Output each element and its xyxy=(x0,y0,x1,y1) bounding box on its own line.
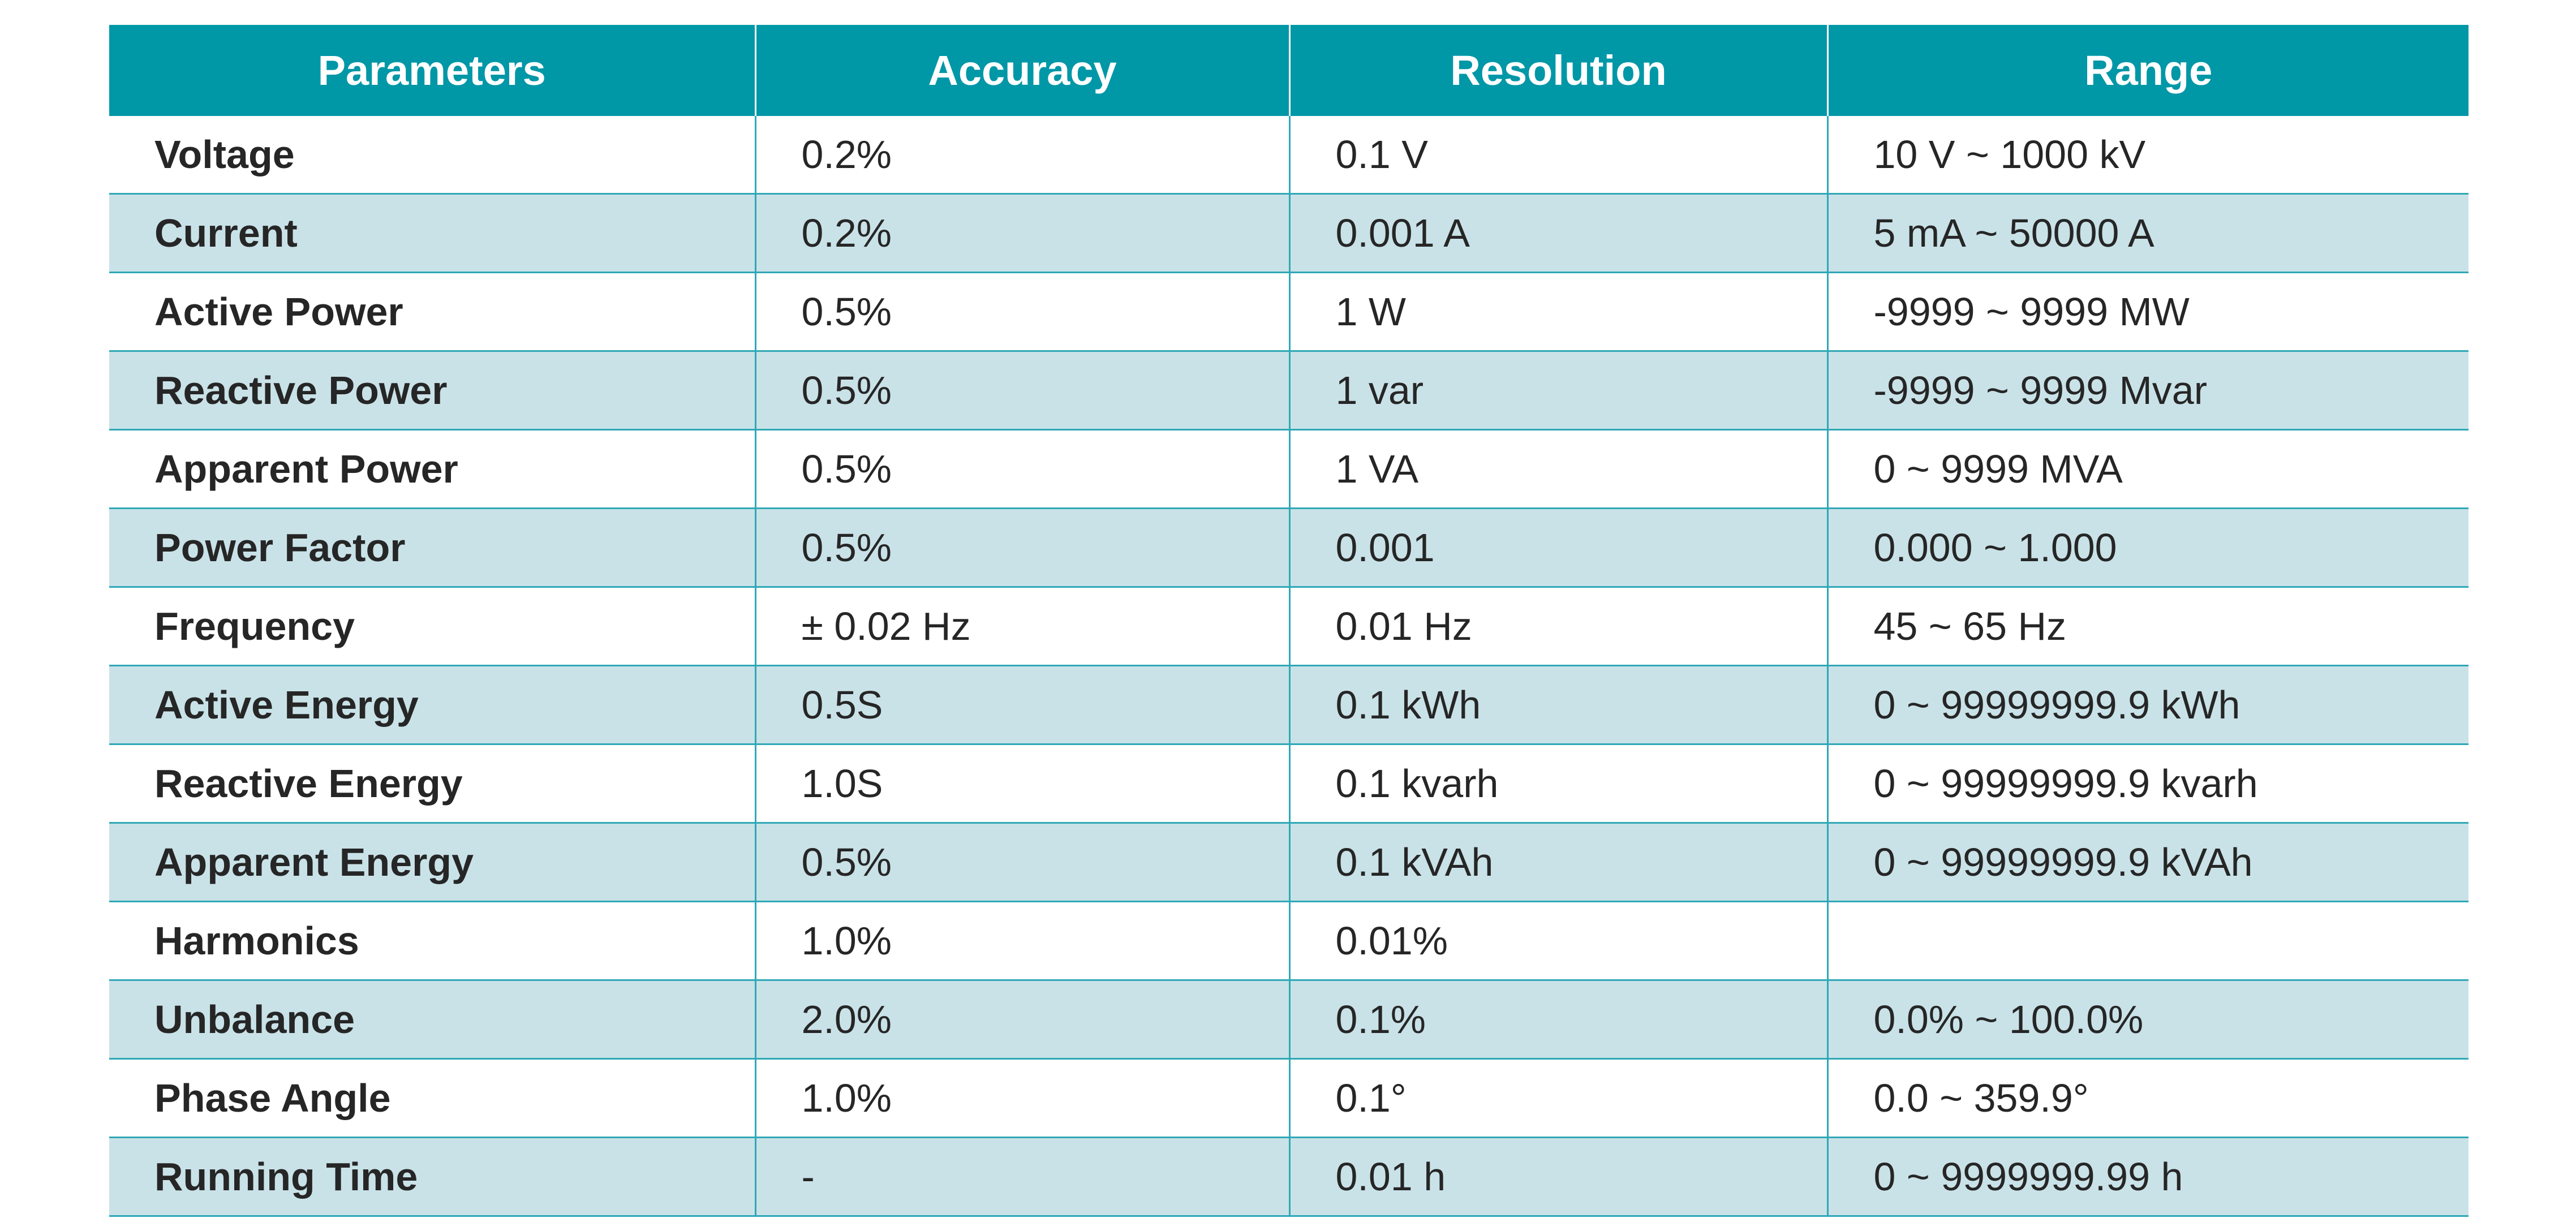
accuracy-cell: 0.5% xyxy=(754,272,1289,352)
parameter-cell: Harmonics xyxy=(109,901,755,981)
range-cell: 0 ~ 9999999.99 h xyxy=(1826,1137,2469,1217)
table-row: Voltage 0.2% 0.1 V 10 V ~ 1000 kV xyxy=(109,116,2469,195)
range-cell: 0.000 ~ 1.000 xyxy=(1826,508,2469,588)
range-cell: -9999 ~ 9999 Mvar xyxy=(1826,351,2469,431)
range-cell: 0 ~ 99999999.9 kWh xyxy=(1826,665,2469,745)
resolution-cell: 0.1 V xyxy=(1288,116,1827,195)
table-row: Current 0.2% 0.001 A 5 mA ~ 50000 A xyxy=(109,193,2469,273)
header-accuracy: Accuracy xyxy=(754,25,1289,116)
accuracy-cell: 0.5S xyxy=(754,665,1289,745)
resolution-cell: 1 VA xyxy=(1288,429,1827,509)
table-body: Voltage 0.2% 0.1 V 10 V ~ 1000 kV Curren… xyxy=(109,116,2469,1217)
accuracy-cell: - xyxy=(754,1137,1289,1217)
accuracy-cell: 1.0% xyxy=(754,901,1289,981)
table-row: Running Time - 0.01 h 0 ~ 9999999.99 h xyxy=(109,1137,2469,1217)
resolution-cell: 0.1 kvarh xyxy=(1288,744,1827,824)
parameter-cell: Reactive Power xyxy=(109,351,755,431)
table-row: Active Energy 0.5S 0.1 kWh 0 ~ 99999999.… xyxy=(109,665,2469,745)
range-cell: 0 ~ 99999999.9 kVAh xyxy=(1826,823,2469,902)
resolution-cell: 1 var xyxy=(1288,351,1827,431)
resolution-cell: 1 W xyxy=(1288,272,1827,352)
resolution-cell: 0.001 A xyxy=(1288,193,1827,273)
parameter-cell: Active Energy xyxy=(109,665,755,745)
header-parameters: Parameters xyxy=(109,25,755,116)
table-row: Harmonics 1.0% 0.01% xyxy=(109,901,2469,981)
parameter-cell: Current xyxy=(109,193,755,273)
range-cell: 0.0% ~ 100.0% xyxy=(1826,980,2469,1060)
range-cell: 0 ~ 9999 MVA xyxy=(1826,429,2469,509)
resolution-cell: 0.1° xyxy=(1288,1058,1827,1138)
parameter-cell: Power Factor xyxy=(109,508,755,588)
resolution-cell: 0.1 kWh xyxy=(1288,665,1827,745)
table-row: Apparent Energy 0.5% 0.1 kVAh 0 ~ 999999… xyxy=(109,823,2469,902)
parameter-cell: Reactive Energy xyxy=(109,744,755,824)
table-row: Phase Angle 1.0% 0.1° 0.0 ~ 359.9° xyxy=(109,1058,2469,1138)
resolution-cell: 0.001 xyxy=(1288,508,1827,588)
range-cell xyxy=(1826,901,2469,981)
accuracy-cell: ± 0.02 Hz xyxy=(754,587,1289,666)
accuracy-cell: 0.5% xyxy=(754,351,1289,431)
header-resolution: Resolution xyxy=(1288,25,1827,116)
accuracy-cell: 0.2% xyxy=(754,116,1289,195)
accuracy-cell: 0.5% xyxy=(754,823,1289,902)
parameter-cell: Apparent Energy xyxy=(109,823,755,902)
table-row: Reactive Power 0.5% 1 var -9999 ~ 9999 M… xyxy=(109,351,2469,431)
parameter-cell: Apparent Power xyxy=(109,429,755,509)
accuracy-cell: 1.0% xyxy=(754,1058,1289,1138)
resolution-cell: 0.1 kVAh xyxy=(1288,823,1827,902)
table-header: Parameters Accuracy Resolution Range xyxy=(109,25,2469,116)
accuracy-cell: 2.0% xyxy=(754,980,1289,1060)
table-row: Apparent Power 0.5% 1 VA 0 ~ 9999 MVA xyxy=(109,429,2469,509)
header-row: Parameters Accuracy Resolution Range xyxy=(109,25,2469,116)
accuracy-cell: 0.2% xyxy=(754,193,1289,273)
accuracy-cell: 0.5% xyxy=(754,508,1289,588)
parameter-cell: Unbalance xyxy=(109,980,755,1060)
range-cell: 5 mA ~ 50000 A xyxy=(1826,193,2469,273)
resolution-cell: 0.01 Hz xyxy=(1288,587,1827,666)
accuracy-cell: 0.5% xyxy=(754,429,1289,509)
accuracy-cell: 1.0S xyxy=(754,744,1289,824)
table-row: Frequency ± 0.02 Hz 0.01 Hz 45 ~ 65 Hz xyxy=(109,587,2469,666)
range-cell: 0 ~ 99999999.9 kvarh xyxy=(1826,744,2469,824)
range-cell: 45 ~ 65 Hz xyxy=(1826,587,2469,666)
parameter-cell: Frequency xyxy=(109,587,755,666)
parameter-cell: Running Time xyxy=(109,1137,755,1217)
parameter-cell: Voltage xyxy=(109,116,755,195)
table-row: Active Power 0.5% 1 W -9999 ~ 9999 MW xyxy=(109,272,2469,352)
specifications-table: Parameters Accuracy Resolution Range Vol… xyxy=(109,25,2469,1217)
parameter-cell: Phase Angle xyxy=(109,1058,755,1138)
resolution-cell: 0.01 h xyxy=(1288,1137,1827,1217)
table-row: Reactive Energy 1.0S 0.1 kvarh 0 ~ 99999… xyxy=(109,744,2469,824)
resolution-cell: 0.1% xyxy=(1288,980,1827,1060)
parameter-cell: Active Power xyxy=(109,272,755,352)
table-row: Power Factor 0.5% 0.001 0.000 ~ 1.000 xyxy=(109,508,2469,588)
resolution-cell: 0.01% xyxy=(1288,901,1827,981)
range-cell: 10 V ~ 1000 kV xyxy=(1826,116,2469,195)
table-row: Unbalance 2.0% 0.1% 0.0% ~ 100.0% xyxy=(109,980,2469,1060)
range-cell: -9999 ~ 9999 MW xyxy=(1826,272,2469,352)
range-cell: 0.0 ~ 359.9° xyxy=(1826,1058,2469,1138)
header-range: Range xyxy=(1826,25,2469,116)
